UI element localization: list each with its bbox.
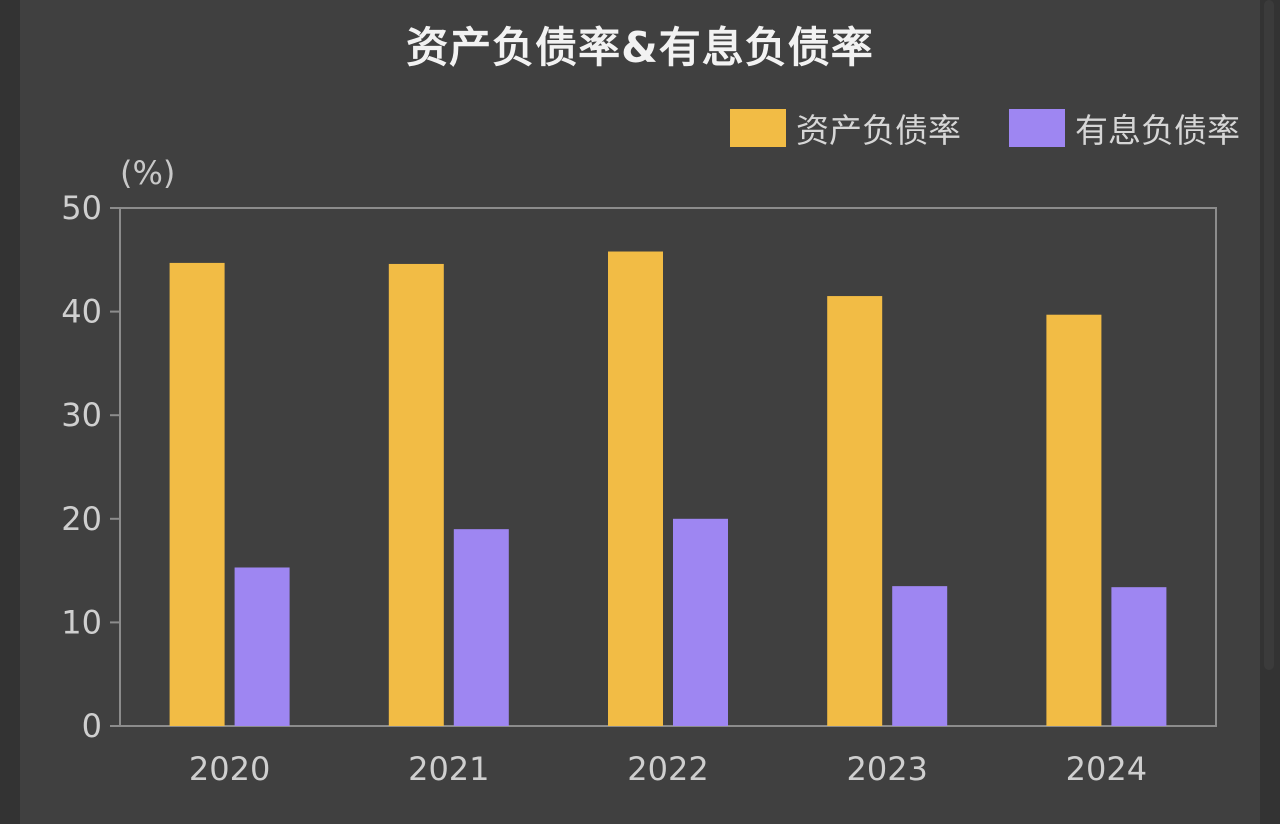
bar-asset-liability-2023 — [827, 296, 883, 726]
legend-item-series-2[interactable]: 有息负债率 — [1009, 104, 1240, 152]
y-tick-label-10: 10 — [61, 603, 102, 641]
y-axis-unit-label: (%) — [120, 154, 176, 192]
bar-interest-bearing-2023 — [892, 586, 948, 726]
chart-title: 资产负债率&有息负债率 — [406, 23, 874, 72]
bar-interest-bearing-2024 — [1111, 587, 1167, 726]
legend-swatch-series-1 — [730, 109, 786, 147]
bar-asset-liability-2021 — [388, 263, 444, 726]
legend-label-series-2: 有息负债率 — [1075, 111, 1240, 150]
bar-interest-bearing-2020 — [234, 567, 290, 726]
x-tick-label-2021: 2021 — [408, 750, 489, 788]
legend-swatch-series-2 — [1009, 109, 1065, 147]
legend-item-series-1[interactable]: 资产负债率 — [730, 104, 961, 152]
legend-label-series-1: 资产负债率 — [796, 111, 961, 150]
bar-interest-bearing-2021 — [453, 529, 509, 726]
x-tick-label-2023: 2023 — [846, 750, 927, 788]
y-tick-label-20: 20 — [61, 500, 102, 538]
bar-asset-liability-2024 — [1046, 314, 1102, 726]
x-tick-label-2020: 2020 — [189, 750, 270, 788]
legend: 资产负债率 有息负债率 — [682, 104, 1240, 152]
x-tick-label-2022: 2022 — [627, 750, 708, 788]
scrollbar[interactable] — [1264, 0, 1274, 670]
bar-asset-liability-2022 — [608, 251, 663, 726]
y-tick-label-40: 40 — [61, 293, 102, 331]
bar-interest-bearing-2022 — [673, 518, 728, 726]
bar-asset-liability-2020 — [169, 262, 225, 726]
y-tick-label-0: 0 — [82, 707, 102, 745]
x-tick-label-2024: 2024 — [1066, 750, 1147, 788]
y-tick-label-50: 50 — [61, 189, 102, 227]
plot-frame — [119, 207, 1217, 727]
y-tick-label-30: 30 — [61, 396, 102, 434]
